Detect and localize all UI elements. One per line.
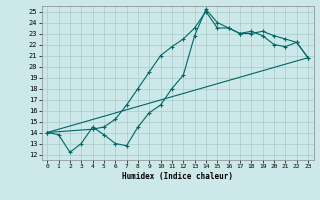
X-axis label: Humidex (Indice chaleur): Humidex (Indice chaleur) bbox=[122, 172, 233, 181]
